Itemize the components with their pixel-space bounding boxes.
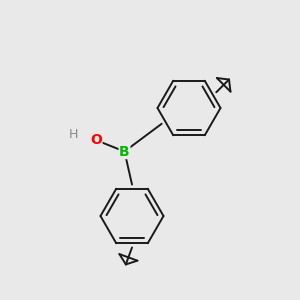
Text: B: B [119,145,130,158]
Text: H: H [69,128,78,141]
Text: O: O [90,133,102,147]
